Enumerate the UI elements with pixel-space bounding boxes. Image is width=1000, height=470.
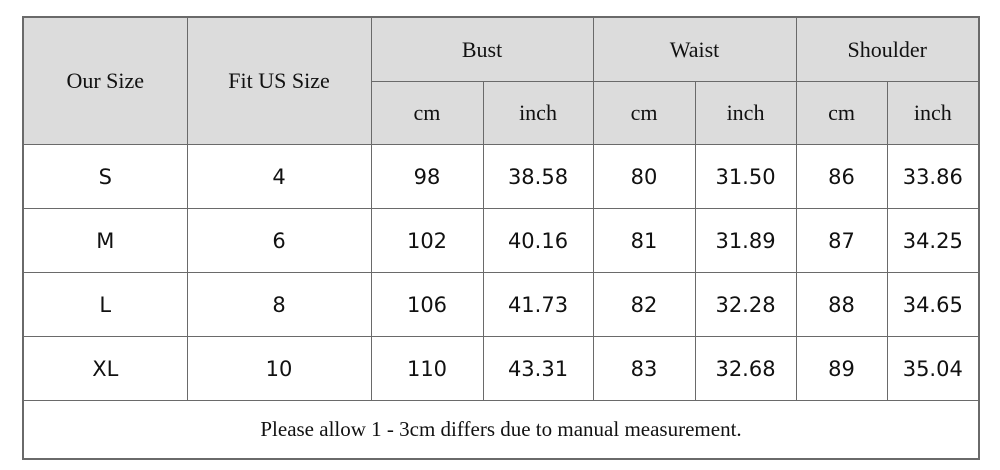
data-cell: 82 [592, 272, 696, 337]
group-header: Bust [370, 16, 594, 82]
unit-header: inch [694, 81, 797, 145]
unit-header: inch [886, 81, 980, 145]
data-cell: 87 [795, 208, 888, 273]
data-cell: XL [22, 336, 188, 401]
data-cell: 89 [795, 336, 888, 401]
data-cell: 43.31 [482, 336, 594, 401]
data-cell: 31.50 [694, 144, 797, 209]
note-row: Please allow 1 - 3cm differs due to manu… [22, 400, 980, 460]
data-cell: S [22, 144, 188, 209]
data-row: S 4 98 38.58 80 31.50 86 33.86 [22, 144, 980, 209]
data-cell: 102 [370, 208, 484, 273]
data-cell: 31.89 [694, 208, 797, 273]
data-cell: 34.65 [886, 272, 980, 337]
data-cell: 10 [186, 336, 372, 401]
data-cell: 6 [186, 208, 372, 273]
header-row: Our Size Fit US Size Bust Waist Shoulder [22, 16, 980, 145]
unit-header: cm [592, 81, 696, 145]
data-cell: M [22, 208, 188, 273]
group-header: Shoulder [795, 16, 980, 82]
data-cell: 4 [186, 144, 372, 209]
group-header: Waist [592, 16, 797, 82]
data-row: XL 10 110 43.31 83 32.68 89 35.04 [22, 336, 980, 401]
unit-header: cm [795, 81, 888, 145]
data-cell: 34.25 [886, 208, 980, 273]
note: Please allow 1 - 3cm differs due to manu… [22, 400, 980, 460]
data-cell: L [22, 272, 188, 337]
data-cell: 83 [592, 336, 696, 401]
data-cell: 8 [186, 272, 372, 337]
data-cell: 32.28 [694, 272, 797, 337]
data-cell: 81 [592, 208, 696, 273]
data-cell: 41.73 [482, 272, 594, 337]
unit-header: cm [370, 81, 484, 145]
data-row: L 8 106 41.73 82 32.28 88 34.65 [22, 272, 980, 337]
header-cell: Our Size [22, 16, 188, 145]
data-cell: 110 [370, 336, 484, 401]
data-cell: 40.16 [482, 208, 594, 273]
data-cell: 88 [795, 272, 888, 337]
data-cell: 33.86 [886, 144, 980, 209]
data-row: M 6 102 40.16 81 31.89 87 34.25 [22, 208, 980, 273]
header-row: cm inch cm inch cm inch [23, 81, 980, 145]
data-cell: 106 [370, 272, 484, 337]
unit-header: inch [482, 81, 594, 145]
data-cell: 38.58 [482, 144, 594, 209]
data-cell: 32.68 [694, 336, 797, 401]
data-cell: 86 [795, 144, 888, 209]
data-cell: 80 [592, 144, 696, 209]
data-cell: 98 [370, 144, 484, 209]
size-chart: Our Size Fit US Size Bust Waist Shoulder c… [22, 16, 981, 460]
header-cell: Fit US Size [186, 16, 372, 145]
data-cell: 35.04 [886, 336, 980, 401]
